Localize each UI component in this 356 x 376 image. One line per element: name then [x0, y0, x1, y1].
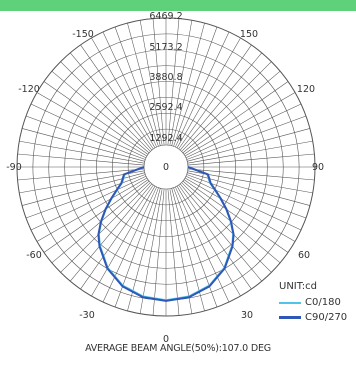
grid-spoke — [60, 182, 151, 273]
grid-spoke — [171, 23, 205, 146]
grid-spoke — [169, 188, 193, 314]
grid-spoke — [181, 182, 272, 273]
grid-spoke — [25, 115, 146, 160]
top-accent-bar — [0, 0, 356, 11]
angle-tick-label: 150 — [240, 29, 258, 40]
grid-spoke — [185, 176, 302, 231]
grid-spoke — [187, 153, 315, 166]
grid-spoke — [175, 186, 230, 303]
grid-spoke — [60, 61, 151, 152]
grid-spoke — [17, 168, 145, 181]
grid-spoke — [185, 103, 302, 158]
grid-spoke — [178, 184, 252, 290]
grid-spoke — [17, 153, 145, 166]
grid-spoke — [186, 174, 307, 219]
ring-label: 1292.4 — [149, 133, 182, 144]
grid-spoke — [184, 92, 296, 157]
grid-spoke — [36, 177, 148, 242]
angle-tick-label: -90 — [6, 162, 22, 173]
grid-spoke — [139, 20, 163, 146]
grid-spoke — [51, 71, 150, 154]
ring-label: 5173.2 — [149, 42, 182, 53]
grid-spoke — [187, 168, 315, 181]
grid-spoke — [179, 183, 262, 282]
ring-label: 6469.2 — [149, 11, 182, 22]
legend-label-c90: C90/270 — [305, 312, 348, 323]
grid-spoke — [184, 177, 296, 242]
grid-spoke — [183, 179, 289, 253]
grid-spoke — [25, 174, 146, 219]
grid-spoke — [43, 179, 149, 253]
grid-spoke — [102, 31, 157, 148]
grid-spoke — [91, 185, 156, 297]
grid-spoke — [173, 26, 218, 147]
legend-swatch-c0 — [279, 301, 301, 304]
grid-spoke — [43, 81, 149, 155]
grid-spoke — [30, 103, 147, 158]
grid-spoke — [167, 188, 180, 316]
grid-spoke — [183, 81, 289, 155]
grid-spoke — [176, 37, 241, 149]
grid-spoke — [30, 176, 147, 231]
grid-spoke — [182, 71, 281, 154]
angle-tick-labels: -150 150 -120 120 -90 90 -60 60 -30 30 0 — [6, 29, 324, 345]
angle-tick-label: 60 — [298, 250, 310, 261]
grid-spoke — [91, 37, 156, 149]
legend-label-c0: C0/180 — [305, 297, 341, 308]
series-curve-c90-270 — [97, 166, 235, 302]
grid-spoke — [102, 186, 157, 303]
grid-spoke — [36, 92, 148, 157]
grid-spoke — [70, 183, 153, 282]
angle-tick-label: 30 — [241, 310, 253, 321]
ring-label: 0 — [163, 162, 169, 173]
legend-item-c0: C0/180 — [279, 295, 347, 310]
ring-labels: 6469.2 5173.2 3880.8 2592.4 1292.4 0 — [149, 11, 182, 173]
angle-tick-label: 120 — [297, 84, 315, 95]
grid-spoke — [167, 18, 180, 146]
grid-spoke — [169, 20, 193, 146]
grid-spoke — [176, 185, 241, 297]
grid-spoke — [178, 44, 252, 150]
grid-spoke — [152, 188, 165, 316]
unit-label: UNIT:cd — [279, 281, 317, 292]
angle-tick-label: -60 — [26, 250, 42, 261]
grid-spoke — [80, 44, 154, 150]
angle-tick-label: -120 — [18, 84, 40, 95]
angle-tick-label: -150 — [72, 29, 94, 40]
beam-angle-footer: AVERAGE BEAM ANGLE(50%):107.0 DEG — [85, 343, 271, 354]
grid-spoke — [187, 128, 310, 162]
grid-spoke — [22, 128, 145, 162]
grid-spoke — [70, 52, 153, 151]
grid-spoke — [181, 61, 272, 152]
grid-spoke — [114, 26, 159, 147]
angle-tick-label: 0 — [163, 334, 169, 345]
grid-spoke — [152, 18, 165, 146]
legend-item-c90: C90/270 — [279, 310, 347, 325]
legend-swatch-c90 — [279, 316, 301, 319]
grid-spoke — [187, 140, 313, 164]
grid-spoke — [139, 188, 163, 314]
intensity-curves — [97, 166, 235, 302]
legend: UNIT:cd C0/180 C90/270 — [279, 281, 347, 325]
ring-label: 3880.8 — [149, 72, 182, 83]
grid-spoke — [186, 115, 307, 160]
grid-spoke — [127, 23, 161, 146]
grid-spoke — [175, 31, 230, 148]
grid-spoke — [19, 140, 145, 164]
grid-spoke — [179, 52, 262, 151]
angle-tick-label: -30 — [79, 310, 95, 321]
grid-spoke — [80, 184, 154, 290]
ring-label: 2592.4 — [149, 102, 182, 113]
angle-tick-label: 90 — [312, 162, 324, 173]
